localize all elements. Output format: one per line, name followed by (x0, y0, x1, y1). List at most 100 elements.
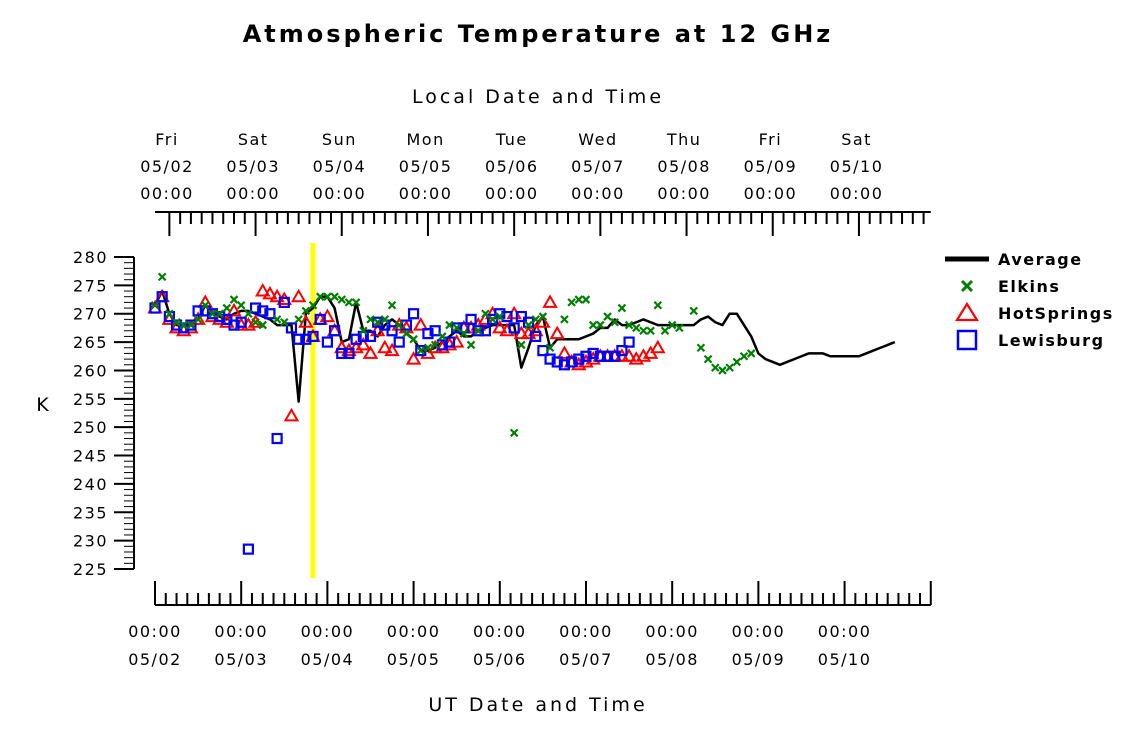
point-lewisburg (551, 356, 563, 368)
point-elkins (746, 349, 756, 358)
point-lewisburg (508, 322, 520, 334)
point-lewisburg (616, 345, 628, 357)
top-tick-day: Sat (238, 130, 269, 149)
y-tick-label: 255 (73, 390, 108, 409)
point-lewisburg (587, 347, 599, 360)
y-tick-label: 250 (73, 418, 108, 437)
point-lewisburg (293, 333, 305, 345)
top-tick-day: Sun (322, 130, 357, 149)
top-tick-time: 00:00 (399, 184, 453, 203)
top-tick-time: 00:00 (226, 184, 280, 203)
point-lewisburg (336, 347, 348, 360)
point-lewisburg (544, 353, 556, 365)
point-lewisburg (235, 316, 247, 328)
point-elkins (718, 366, 727, 375)
point-elkins (653, 300, 663, 310)
point-elkins (459, 329, 469, 338)
point-lewisburg (558, 359, 571, 371)
point-lewisburg (249, 302, 262, 314)
bottom-tick-date: 05/05 (387, 650, 441, 669)
data-points-layer (147, 272, 756, 555)
point-elkins (157, 272, 167, 282)
point-elkins (473, 326, 483, 336)
point-elkins (344, 298, 354, 307)
point-elkins (186, 320, 196, 330)
point-lewisburg (257, 305, 269, 317)
series-line-average (153, 289, 896, 403)
point-elkins (646, 326, 655, 336)
bottom-tick-date: 05/08 (645, 650, 699, 669)
point-elkins (560, 315, 569, 324)
point-hotsprings (226, 302, 242, 317)
legend-symbol-hotsprings (955, 301, 979, 322)
point-elkins (660, 326, 670, 336)
point-elkins (359, 326, 368, 336)
point-elkins (236, 300, 246, 310)
average-line-layer (153, 289, 896, 403)
y-tick-label: 260 (73, 361, 108, 380)
point-hotsprings (262, 285, 278, 300)
point-elkins (445, 320, 454, 330)
point-lewisburg (422, 327, 434, 340)
legend: Average Elkins HotSprings Lewisburg (945, 250, 1112, 351)
top-tick-date: 05/10 (830, 157, 884, 176)
point-elkins (732, 357, 742, 367)
point-elkins (631, 323, 641, 333)
point-lewisburg (185, 319, 197, 331)
legend-label: Elkins (998, 277, 1060, 296)
point-elkins (301, 306, 311, 316)
point-elkins (373, 317, 382, 327)
bottom-tick-time: 00:00 (473, 622, 527, 641)
point-elkins (667, 320, 677, 330)
point-lewisburg (163, 310, 175, 323)
bottom-tick-date: 05/03 (214, 650, 268, 669)
point-lewisburg (285, 322, 298, 334)
top-tick-time: 00:00 (571, 184, 625, 203)
point-lewisburg (343, 347, 355, 360)
point-elkins (387, 300, 397, 310)
bottom-tick-date: 05/07 (559, 650, 613, 669)
bottom-tick-date: 05/02 (128, 650, 182, 669)
top-tick-date: 05/03 (226, 157, 280, 176)
point-elkins (308, 300, 318, 310)
point-elkins (222, 303, 232, 313)
point-lewisburg (364, 330, 377, 343)
point-lewisburg (436, 339, 448, 351)
point-elkins (430, 340, 440, 350)
point-lewisburg (170, 319, 183, 331)
top-tick-day: Mon (406, 130, 444, 149)
point-lewisburg (594, 350, 606, 362)
point-elkins (495, 312, 505, 321)
point-lewisburg (393, 336, 405, 348)
point-elkins (696, 343, 706, 353)
point-elkins (567, 298, 576, 307)
point-elkins (574, 295, 584, 304)
point-elkins (402, 329, 411, 338)
point-hotsprings (413, 317, 429, 331)
bottom-tick-time: 00:00 (128, 622, 182, 641)
point-hotsprings (161, 311, 178, 325)
point-elkins (603, 312, 612, 321)
point-lewisburg (580, 350, 592, 362)
bottom-tick-time: 00:00 (301, 622, 355, 641)
top-tick-date: 05/06 (485, 157, 539, 176)
bottom-tick-time: 00:00 (559, 622, 613, 641)
point-hotsprings (298, 314, 314, 328)
point-elkins (531, 315, 540, 324)
point-elkins (244, 309, 253, 319)
top-tick-time: 00:00 (657, 184, 711, 203)
point-elkins (596, 320, 605, 330)
point-lewisburg (400, 319, 413, 331)
point-lewisburg (573, 353, 585, 365)
point-lewisburg (271, 432, 283, 445)
point-hotsprings (384, 342, 400, 357)
point-lewisburg (156, 291, 168, 303)
point-hotsprings (556, 345, 573, 359)
y-tick-label: 265 (73, 333, 108, 352)
y-tick-label: 225 (73, 560, 108, 579)
point-elkins (588, 320, 598, 330)
point-lewisburg (601, 350, 614, 362)
point-lewisburg (321, 336, 333, 348)
point-elkins (711, 363, 720, 372)
